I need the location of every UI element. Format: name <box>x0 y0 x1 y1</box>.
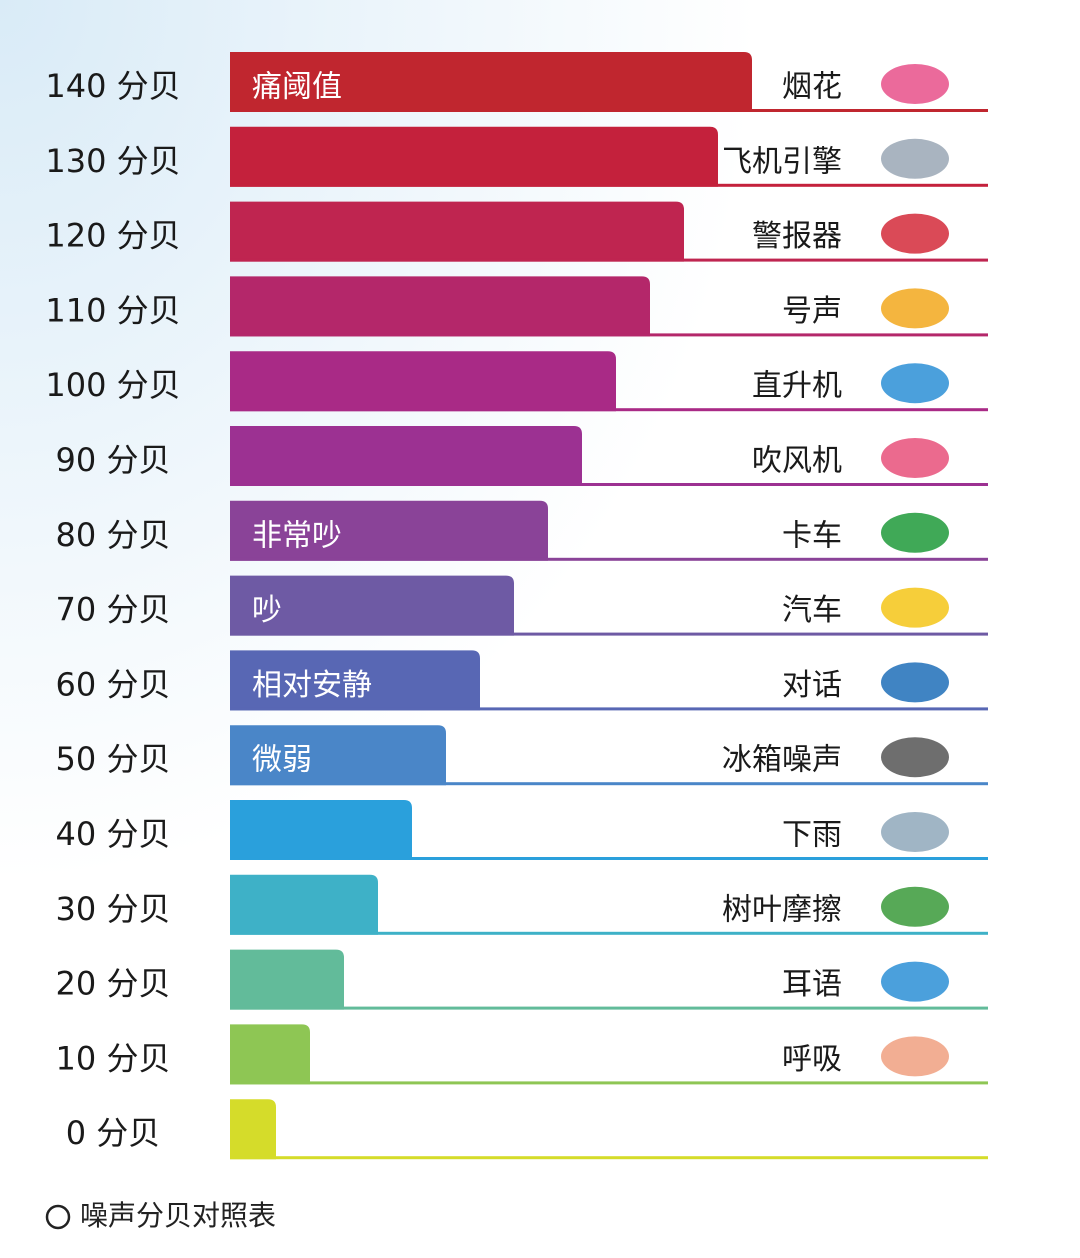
value-label: 10 分贝 <box>56 1039 171 1077</box>
source-icon <box>881 138 949 179</box>
value-label: 80 分贝 <box>56 516 171 554</box>
bar-label: 吵 <box>252 593 282 628</box>
value-label: 90 分贝 <box>56 441 171 479</box>
source-label: 卡车 <box>782 518 842 553</box>
source-label: 冰箱噪声 <box>722 743 842 778</box>
value-label: 130 分贝 <box>45 142 180 180</box>
baseline <box>230 632 988 636</box>
source-icon <box>881 812 949 852</box>
source-icon <box>881 438 949 478</box>
bar <box>230 276 650 337</box>
baseline <box>230 109 988 112</box>
bar <box>230 800 412 860</box>
value-label: 100 分贝 <box>45 366 180 404</box>
bar <box>230 351 616 412</box>
bar <box>230 52 752 112</box>
source-icon <box>881 512 949 553</box>
baseline <box>230 258 988 262</box>
source-icon <box>881 1036 949 1077</box>
source-label: 烟花 <box>782 70 842 105</box>
source-label: 呼吸 <box>782 1042 842 1077</box>
bar <box>230 201 684 262</box>
source-icon <box>881 64 949 104</box>
bar <box>230 500 548 561</box>
value-label: 140 分贝 <box>45 67 180 105</box>
caption: 噪声分贝对照表 <box>80 1199 276 1232</box>
source-icon <box>881 662 949 703</box>
baseline <box>230 931 988 935</box>
value-label: 50 分贝 <box>56 740 171 778</box>
bar <box>230 1099 276 1160</box>
baseline <box>230 408 988 412</box>
bar-label: 微弱 <box>252 743 312 778</box>
value-label: 120 分贝 <box>45 217 180 255</box>
bar <box>230 126 718 187</box>
source-label: 树叶摩擦 <box>722 892 842 927</box>
bar <box>230 650 480 711</box>
source-icon <box>881 961 949 1002</box>
value-label: 70 分贝 <box>56 591 171 629</box>
baseline <box>230 483 988 486</box>
value-label: 110 分贝 <box>45 291 180 329</box>
baseline <box>230 557 988 561</box>
source-label: 警报器 <box>752 219 842 254</box>
baseline <box>230 782 988 786</box>
bar <box>230 725 446 786</box>
bar <box>230 426 582 486</box>
value-label: 20 分贝 <box>56 965 171 1003</box>
value-label: 40 分贝 <box>56 815 171 853</box>
value-label: 30 分贝 <box>56 890 171 928</box>
bar <box>230 949 344 1010</box>
baseline <box>230 857 988 860</box>
source-icon <box>881 737 949 778</box>
baseline <box>230 1081 988 1085</box>
value-label: 0 分贝 <box>66 1114 161 1152</box>
value-label: 60 分贝 <box>56 665 171 703</box>
source-label: 对话 <box>782 668 842 703</box>
baseline <box>230 183 988 187</box>
baseline <box>230 1156 988 1160</box>
source-label: 飞机引擎 <box>722 144 842 179</box>
source-icon <box>881 363 949 404</box>
source-label: 吹风机 <box>752 444 842 479</box>
source-icon <box>881 587 949 628</box>
source-label: 耳语 <box>782 967 842 1002</box>
bar-label: 相对安静 <box>252 668 372 703</box>
source-label: 号声 <box>782 294 842 329</box>
source-icon <box>881 213 949 254</box>
bar <box>230 1024 310 1085</box>
bar <box>230 874 378 935</box>
source-icon <box>881 288 949 329</box>
source-label: 汽车 <box>782 593 842 628</box>
baseline <box>230 707 988 711</box>
bar-label: 痛阈值 <box>252 70 342 105</box>
baseline <box>230 333 988 337</box>
source-label: 下雨 <box>782 818 842 853</box>
source-icon <box>881 886 949 927</box>
caption-icon <box>45 1204 71 1230</box>
source-label: 直升机 <box>752 369 842 404</box>
bar <box>230 575 514 636</box>
bar-label: 非常吵 <box>252 518 342 553</box>
baseline <box>230 1006 988 1010</box>
